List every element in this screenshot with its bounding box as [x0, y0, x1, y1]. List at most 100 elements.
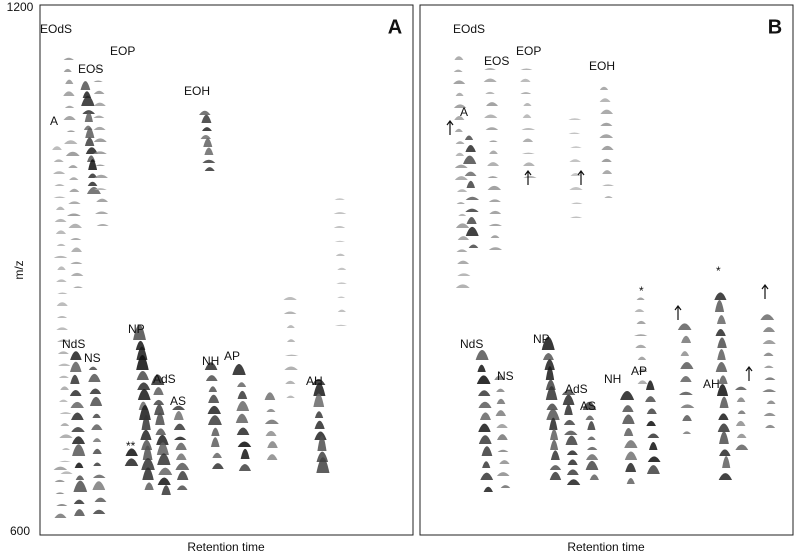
peak [142, 467, 154, 480]
peak [92, 474, 106, 478]
peak [176, 485, 188, 490]
peak [565, 435, 578, 445]
peak [601, 145, 614, 150]
peak [84, 111, 93, 122]
peak [680, 376, 692, 382]
peak [622, 405, 634, 412]
peak [455, 284, 470, 288]
peak [154, 404, 165, 415]
peak [622, 414, 635, 424]
peak [457, 273, 471, 276]
peak [488, 247, 503, 250]
peak [454, 116, 465, 120]
peak [599, 86, 609, 90]
peak [682, 415, 692, 421]
peak [66, 213, 81, 216]
peak [464, 171, 477, 176]
peak [56, 327, 69, 330]
peak [53, 255, 68, 258]
peak [337, 309, 346, 312]
peak [264, 419, 279, 424]
peak [523, 162, 535, 166]
peak [85, 147, 98, 154]
peak [482, 461, 491, 468]
arrow [674, 305, 682, 320]
peak [91, 424, 103, 430]
peak [587, 436, 596, 440]
peak [719, 396, 729, 408]
peak [566, 479, 581, 485]
peak [201, 114, 212, 123]
peak [735, 420, 746, 426]
peak [73, 480, 88, 492]
peak [205, 375, 218, 381]
peak-label: EOH [184, 84, 210, 98]
peak [287, 339, 296, 342]
peak [93, 102, 106, 106]
peak [624, 451, 638, 460]
peak [488, 140, 498, 142]
peak [625, 462, 637, 472]
peak [634, 309, 645, 312]
peak [267, 441, 278, 448]
peak [542, 352, 554, 360]
peak [568, 132, 581, 134]
peaks [52, 56, 777, 518]
peak [715, 362, 728, 372]
peak [483, 78, 497, 82]
peak [680, 351, 690, 356]
peak [481, 446, 493, 456]
peak [81, 95, 95, 106]
peak-label: NH [202, 354, 219, 368]
peak [92, 509, 106, 514]
peak [649, 441, 658, 450]
peak [137, 382, 151, 390]
y-max-label: 1200 [7, 0, 34, 14]
peak [637, 380, 648, 384]
peak [480, 472, 494, 480]
peak [68, 223, 83, 228]
peak [718, 413, 729, 420]
peak [283, 297, 297, 300]
peak [232, 363, 246, 375]
peak [203, 138, 213, 147]
peak [71, 412, 84, 420]
peak [483, 486, 493, 492]
peak [714, 292, 727, 300]
peak [156, 442, 169, 455]
peak [454, 176, 468, 180]
peak [207, 405, 221, 414]
peak [646, 465, 660, 474]
peak [207, 415, 222, 425]
peak-label: NH [604, 372, 621, 386]
peak [314, 420, 325, 429]
peak [93, 67, 102, 70]
peak [717, 349, 726, 360]
peak [454, 56, 464, 60]
peak [715, 329, 726, 336]
peak [204, 167, 215, 171]
peak [600, 122, 613, 126]
peak [550, 429, 559, 440]
panel-letter: B [768, 16, 782, 38]
peak [54, 479, 65, 482]
peak [173, 423, 186, 430]
peak [582, 401, 597, 410]
peak [212, 452, 222, 458]
peak [334, 324, 348, 326]
peak [496, 423, 508, 428]
peak [484, 114, 498, 118]
peak [568, 118, 582, 120]
peak [211, 427, 220, 436]
peak [677, 323, 692, 330]
peak [89, 396, 103, 406]
peak [497, 434, 508, 440]
peak [735, 444, 749, 450]
peak [174, 436, 187, 440]
peak [604, 196, 613, 198]
peak [718, 375, 728, 384]
peak [60, 471, 73, 474]
peak [55, 492, 65, 494]
peak [488, 199, 501, 202]
peak [93, 151, 107, 154]
